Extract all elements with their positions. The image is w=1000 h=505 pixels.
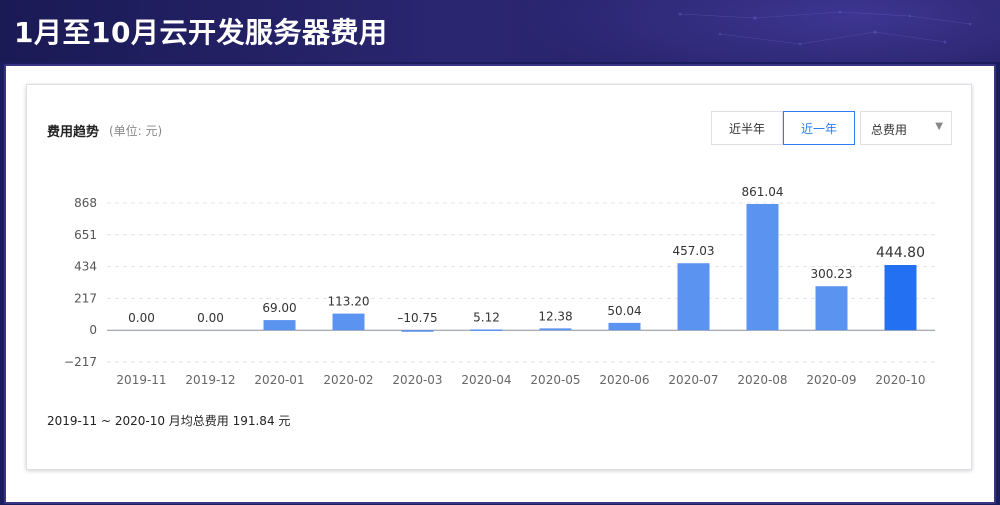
- x-tick-label: 2020-04: [461, 373, 511, 387]
- page-title: 1月至10月云开发服务器费用: [14, 16, 388, 49]
- chevron-down-icon: ▼: [935, 121, 943, 132]
- x-tick-label: 2020-06: [599, 373, 649, 387]
- average-cost-note: 2019-11 ~ 2020-10 月均总费用 191.84 元: [47, 414, 291, 428]
- y-tick-label: 0: [89, 323, 97, 337]
- y-tick-label: 217: [74, 291, 97, 305]
- x-tick-label: 2020-08: [737, 373, 787, 387]
- bar: [746, 204, 779, 331]
- banner-glow: [520, 0, 1000, 62]
- bar-value-label: 457.03: [673, 244, 715, 258]
- bar: [884, 265, 917, 331]
- banner-decoration: [678, 10, 972, 46]
- y-tick-label: 651: [74, 228, 97, 242]
- card-unit: (单位: 元): [109, 124, 163, 138]
- x-tick-label: 2020-10: [875, 373, 925, 387]
- x-tick-label: 2020-03: [392, 373, 442, 387]
- bar-value-label: 12.38: [538, 309, 572, 323]
- bar-value-label: 113.20: [328, 295, 370, 309]
- x-tick-label: 2020-02: [323, 373, 373, 387]
- x-tick-label: 2019-11: [116, 373, 166, 387]
- bar: [677, 263, 710, 331]
- x-tick-label: 2020-05: [530, 373, 580, 387]
- x-tick-label: 2019-12: [185, 373, 235, 387]
- header-banner: 1月至10月云开发服务器费用: [0, 0, 1000, 62]
- card-title: 费用趋势: [47, 125, 100, 140]
- bar: [401, 330, 434, 332]
- y-tick-label: −217: [64, 355, 97, 369]
- bar: [470, 329, 503, 331]
- cost-bar-chart: 868 651 434 217 0 −217 0.00 2019-11 0.00 2019-12 6…: [64, 185, 935, 387]
- bar: [539, 328, 572, 331]
- bar: [608, 322, 641, 331]
- one-year-button[interactable]: 近一年: [783, 111, 855, 145]
- bar: [815, 286, 848, 331]
- x-tick-label: 2020-01: [254, 373, 304, 387]
- bar: [332, 313, 365, 331]
- bar-value-label: 861.04: [742, 185, 784, 199]
- bar-value-label: 444.80: [876, 245, 925, 261]
- y-tick-label: 434: [74, 260, 97, 274]
- bar-value-label: 5.12: [473, 310, 500, 324]
- bar-value-label: 0.00: [128, 311, 155, 325]
- cost-trend-card: 费用趋势 (单位: 元) 近半年 近一年 总费用 ▼ 868 651 434 217 0…: [26, 84, 972, 470]
- half-year-button[interactable]: 近半年: [711, 111, 783, 145]
- y-tick-label: 868: [74, 196, 97, 210]
- bar-value-label: 69.00: [262, 301, 296, 315]
- x-tick-label: 2020-09: [806, 373, 856, 387]
- bar-value-label: 0.00: [197, 311, 224, 325]
- x-tick-label: 2020-07: [668, 373, 718, 387]
- bar-value-label: 300.23: [811, 267, 853, 281]
- bar-value-label: 50.04: [607, 304, 641, 318]
- bar-value-label: –10.75: [397, 311, 437, 325]
- cost-type-select-value: 总费用: [871, 123, 908, 137]
- bar: [263, 320, 296, 331]
- cost-type-select[interactable]: 总费用 ▼: [860, 111, 952, 145]
